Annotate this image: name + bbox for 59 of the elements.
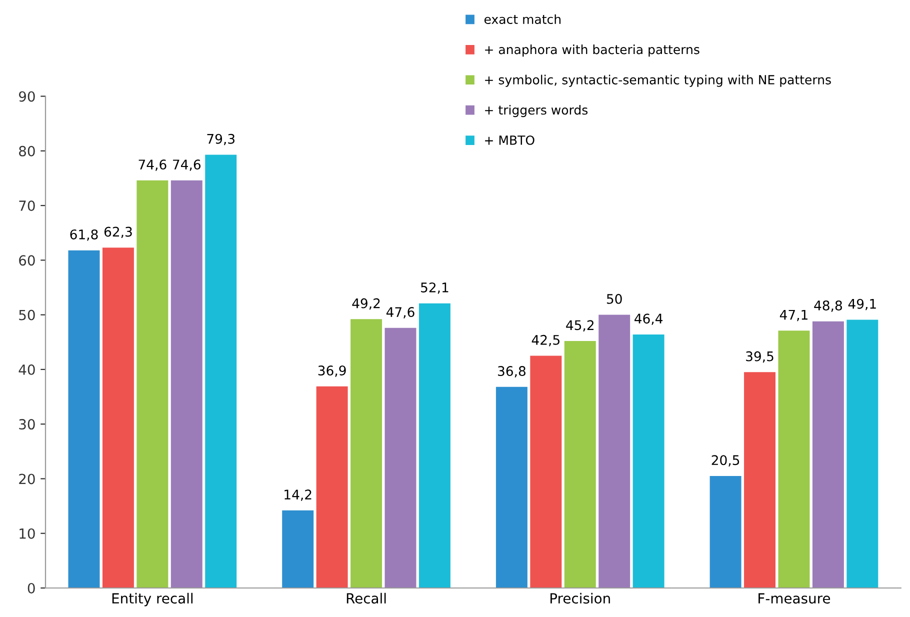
data-label: 49,2 bbox=[352, 298, 380, 310]
x-tick-label: F-measure bbox=[758, 593, 830, 604]
legend-label: exact match bbox=[484, 14, 560, 24]
bar bbox=[170, 180, 202, 588]
bar bbox=[384, 328, 416, 588]
y-tick-label: 80 bbox=[19, 146, 35, 156]
bar bbox=[530, 356, 562, 588]
data-label: 48,8 bbox=[814, 300, 842, 312]
data-label: 36,8 bbox=[498, 366, 526, 378]
y-tick-label: 70 bbox=[19, 200, 35, 212]
legend-label: + anaphora with bacteria patterns bbox=[485, 44, 700, 57]
data-label: 42,5 bbox=[532, 334, 560, 346]
data-label: 74,6 bbox=[173, 160, 200, 171]
y-tick-label: 10 bbox=[20, 528, 35, 539]
data-label: 49,1 bbox=[848, 298, 876, 310]
data-label: 39,5 bbox=[746, 351, 774, 363]
data-label: 20,5 bbox=[712, 455, 740, 466]
data-label: 79,3 bbox=[207, 134, 234, 146]
data-label: 50 bbox=[606, 294, 622, 304]
bar bbox=[316, 386, 348, 588]
y-tick-label: 20 bbox=[19, 474, 35, 484]
bar bbox=[598, 314, 630, 588]
data-label: 14,2 bbox=[284, 490, 312, 501]
bar bbox=[205, 154, 237, 588]
x-tick-label: Recall bbox=[346, 592, 386, 604]
x-tick-label: Entity recall bbox=[112, 592, 193, 606]
legend-label: + symbolic, syntactic-semantic typing with NE patterns bbox=[485, 74, 831, 87]
y-tick-label: 30 bbox=[19, 419, 35, 430]
bar bbox=[282, 510, 314, 588]
data-label: 61,8 bbox=[70, 229, 98, 241]
data-label: 45,2 bbox=[566, 320, 594, 332]
y-tick-label: 50 bbox=[19, 310, 35, 320]
legend-label: + MBTO bbox=[485, 135, 534, 145]
data-label: 52,1 bbox=[421, 282, 448, 294]
y-tick-label: 40 bbox=[18, 364, 35, 375]
bar bbox=[136, 180, 168, 588]
bar bbox=[418, 303, 450, 588]
bar bbox=[102, 248, 134, 588]
y-tick-label: 90 bbox=[18, 91, 35, 102]
bar bbox=[778, 330, 810, 588]
legend-label: + triggers words bbox=[485, 105, 588, 118]
bar bbox=[350, 319, 382, 588]
data-label: 46,4 bbox=[634, 314, 663, 325]
x-tick-label: Precision bbox=[550, 592, 610, 604]
y-tick-label: 60 bbox=[19, 255, 35, 266]
y-tick-label: 0 bbox=[28, 582, 35, 594]
bar bbox=[496, 386, 528, 588]
bar bbox=[744, 372, 776, 588]
bar bbox=[710, 476, 742, 588]
bar bbox=[68, 250, 100, 588]
data-label: 74,6 bbox=[138, 160, 166, 171]
bar bbox=[812, 321, 844, 588]
data-label: 47,1 bbox=[780, 310, 808, 322]
data-label: 36,9 bbox=[318, 366, 346, 377]
data-label: 62,3 bbox=[104, 226, 132, 238]
bar bbox=[632, 334, 664, 588]
bar bbox=[846, 320, 878, 588]
bar bbox=[564, 341, 596, 588]
data-label: 47,6 bbox=[386, 307, 414, 318]
